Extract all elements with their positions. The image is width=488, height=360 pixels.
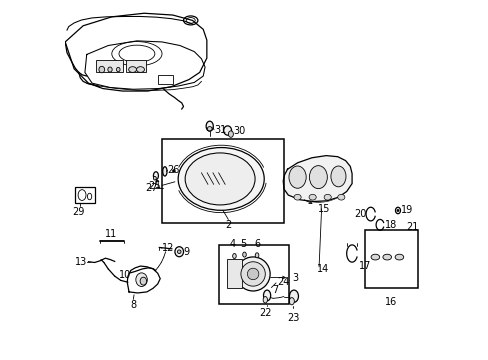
Ellipse shape (206, 121, 213, 131)
Text: 14: 14 (316, 264, 328, 274)
Text: 4: 4 (229, 239, 235, 249)
Bar (364, 230, 418, 288)
Text: 17: 17 (359, 261, 371, 271)
Text: 3: 3 (270, 273, 297, 283)
Text: 6: 6 (253, 239, 260, 249)
Text: 24: 24 (276, 277, 288, 287)
Ellipse shape (140, 277, 146, 285)
Ellipse shape (289, 290, 298, 302)
Ellipse shape (288, 166, 305, 188)
Ellipse shape (263, 290, 270, 301)
Text: 22: 22 (259, 309, 271, 318)
Text: 30: 30 (233, 126, 245, 135)
Ellipse shape (177, 250, 181, 253)
Text: 25: 25 (147, 181, 160, 191)
Text: 28: 28 (189, 170, 212, 180)
Text: 11: 11 (105, 229, 117, 239)
Text: 21: 21 (405, 222, 417, 232)
Ellipse shape (308, 194, 316, 200)
Bar (219, 244, 289, 304)
Ellipse shape (153, 172, 158, 180)
Ellipse shape (228, 131, 233, 137)
Ellipse shape (242, 252, 246, 257)
Ellipse shape (99, 66, 104, 73)
Ellipse shape (178, 148, 264, 210)
Ellipse shape (172, 170, 175, 172)
Bar (158, 75, 172, 84)
Bar (126, 60, 145, 72)
Text: 26: 26 (167, 165, 180, 175)
Ellipse shape (136, 67, 144, 72)
Bar (162, 139, 284, 223)
Text: 5: 5 (240, 239, 246, 249)
Text: 10: 10 (119, 270, 131, 280)
Ellipse shape (175, 247, 183, 257)
Ellipse shape (207, 127, 212, 131)
Ellipse shape (153, 176, 156, 180)
Ellipse shape (324, 194, 330, 200)
Ellipse shape (382, 254, 391, 260)
Ellipse shape (247, 268, 258, 280)
Text: 31: 31 (214, 125, 226, 135)
Ellipse shape (293, 194, 301, 200)
Ellipse shape (396, 209, 398, 212)
Ellipse shape (394, 254, 403, 260)
Text: 1: 1 (155, 180, 161, 190)
Ellipse shape (128, 67, 136, 72)
Ellipse shape (241, 262, 265, 286)
Text: 19: 19 (400, 206, 412, 216)
Text: 18: 18 (384, 220, 397, 230)
Ellipse shape (223, 126, 231, 135)
Ellipse shape (185, 153, 255, 205)
Text: 29: 29 (73, 207, 85, 217)
Text: 2: 2 (225, 220, 231, 230)
Polygon shape (283, 156, 351, 202)
Ellipse shape (255, 253, 258, 258)
Ellipse shape (330, 166, 346, 187)
Ellipse shape (163, 167, 167, 176)
Ellipse shape (108, 67, 112, 72)
Ellipse shape (236, 257, 269, 291)
Ellipse shape (370, 254, 379, 260)
Ellipse shape (136, 273, 147, 287)
Text: 8: 8 (130, 301, 136, 310)
Text: 12: 12 (162, 243, 174, 253)
Ellipse shape (232, 253, 236, 258)
Ellipse shape (337, 194, 344, 200)
Text: 15: 15 (304, 200, 330, 215)
Text: 16: 16 (384, 297, 396, 307)
Text: 9: 9 (183, 247, 189, 257)
Bar (75, 187, 95, 203)
Text: 23: 23 (286, 313, 299, 323)
Ellipse shape (116, 67, 120, 72)
Bar (227, 259, 241, 288)
Bar (96, 60, 122, 72)
Ellipse shape (263, 297, 267, 303)
Ellipse shape (395, 207, 400, 214)
Ellipse shape (289, 298, 294, 305)
Text: 27: 27 (144, 183, 157, 193)
Ellipse shape (309, 166, 326, 189)
Text: 20: 20 (353, 209, 366, 219)
Text: 7: 7 (272, 285, 278, 296)
Text: 13: 13 (74, 257, 86, 267)
